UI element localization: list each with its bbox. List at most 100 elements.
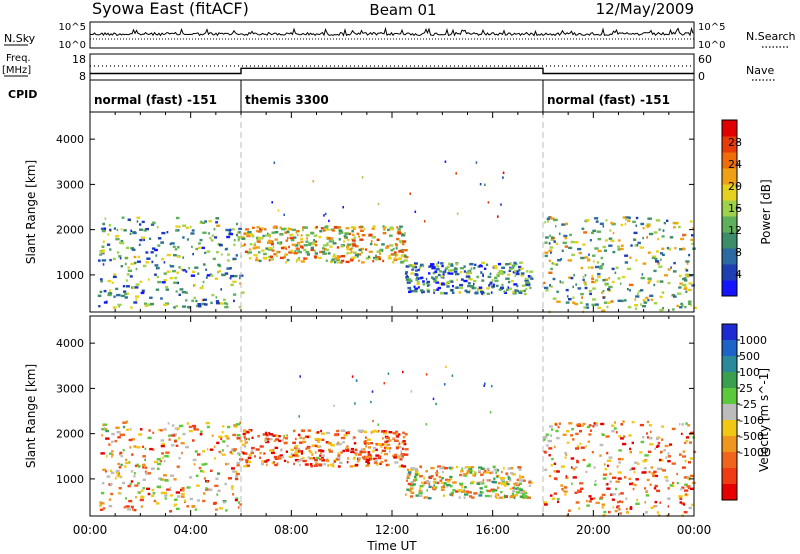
data-cell xyxy=(205,487,208,490)
data-cell xyxy=(305,234,310,237)
data-cell xyxy=(525,287,528,291)
data-cell xyxy=(287,460,289,464)
data-cell xyxy=(112,306,117,309)
data-cell xyxy=(129,275,133,278)
data-cell xyxy=(551,497,556,500)
data-cell xyxy=(169,510,173,513)
data-cell xyxy=(528,484,531,487)
data-cell xyxy=(142,487,145,490)
data-cell xyxy=(384,446,388,449)
data-cell xyxy=(599,267,603,270)
data-cell xyxy=(427,497,432,500)
data-cell xyxy=(583,281,587,284)
data-cell xyxy=(347,457,349,460)
data-cell xyxy=(622,442,627,446)
data-cell xyxy=(109,248,112,251)
data-cell xyxy=(261,249,265,252)
data-cell xyxy=(411,268,415,271)
data-cell xyxy=(312,180,315,183)
data-cell xyxy=(332,462,335,465)
data-cell xyxy=(318,438,322,441)
data-cell xyxy=(646,225,649,228)
data-cell xyxy=(691,503,694,506)
data-cell xyxy=(233,239,236,242)
data-cell xyxy=(448,262,452,266)
data-cell xyxy=(510,467,514,470)
data-cell xyxy=(202,298,207,301)
data-cell xyxy=(463,265,466,268)
data-cell xyxy=(684,483,688,486)
data-cell xyxy=(202,231,207,234)
data-cell xyxy=(319,230,323,233)
data-cell xyxy=(273,253,277,256)
data-cell xyxy=(195,247,198,251)
data-cell xyxy=(153,460,158,464)
data-cell xyxy=(244,441,248,444)
data-cell xyxy=(401,441,405,444)
colorbar-tick-label: 16 xyxy=(728,202,742,215)
data-cell xyxy=(577,247,582,251)
data-cell xyxy=(416,280,420,284)
data-cell xyxy=(550,285,553,288)
data-cell xyxy=(525,270,529,273)
data-cell xyxy=(484,382,486,385)
data-cell xyxy=(343,434,348,437)
data-cell xyxy=(176,495,181,498)
data-cell xyxy=(471,496,475,499)
data-cell xyxy=(101,249,105,252)
data-cell xyxy=(679,501,682,504)
data-cell xyxy=(181,489,185,492)
data-cell xyxy=(410,480,414,484)
data-cell xyxy=(452,489,456,492)
data-cell xyxy=(543,503,548,506)
data-cell xyxy=(428,265,432,268)
data-cell xyxy=(159,459,163,463)
data-cell xyxy=(414,287,418,290)
data-cell xyxy=(99,278,103,281)
data-cell xyxy=(544,221,546,224)
data-cell xyxy=(300,237,304,241)
data-cell xyxy=(527,275,531,278)
data-cell xyxy=(384,440,387,444)
data-cell xyxy=(359,238,364,241)
data-cell xyxy=(345,260,350,264)
data-cell xyxy=(392,454,396,457)
data-cell xyxy=(660,258,662,261)
data-cell xyxy=(193,283,196,287)
colorbar-swatch xyxy=(722,372,737,389)
data-cell xyxy=(592,425,595,428)
colorbar-swatch xyxy=(722,184,737,201)
data-cell xyxy=(227,425,231,429)
data-cell xyxy=(634,461,638,464)
data-cell xyxy=(659,308,664,312)
data-cell xyxy=(366,442,370,445)
data-cell xyxy=(680,488,683,491)
data-cell xyxy=(102,423,107,426)
data-cell xyxy=(148,237,152,240)
data-cell xyxy=(404,255,409,259)
data-cell xyxy=(446,485,449,488)
data-cell xyxy=(306,253,311,256)
data-cell xyxy=(161,443,165,446)
data-cell xyxy=(105,437,110,440)
data-cell xyxy=(687,302,692,305)
data-cell xyxy=(314,444,318,448)
data-cell xyxy=(106,243,111,246)
data-cell xyxy=(178,225,181,228)
data-cell xyxy=(318,235,322,239)
data-cell xyxy=(283,436,285,439)
data-cell xyxy=(284,437,288,440)
data-cell xyxy=(661,425,664,428)
data-cell xyxy=(221,431,224,434)
data-cell xyxy=(615,431,618,434)
data-cell xyxy=(408,278,412,281)
data-cell xyxy=(288,228,293,231)
data-cell xyxy=(136,260,141,263)
data-cell xyxy=(189,476,193,479)
data-cell xyxy=(620,437,624,440)
data-cell xyxy=(303,248,307,252)
data-cell xyxy=(284,253,288,256)
data-cell xyxy=(397,232,402,235)
data-cell xyxy=(232,470,236,473)
data-cell xyxy=(375,430,380,433)
